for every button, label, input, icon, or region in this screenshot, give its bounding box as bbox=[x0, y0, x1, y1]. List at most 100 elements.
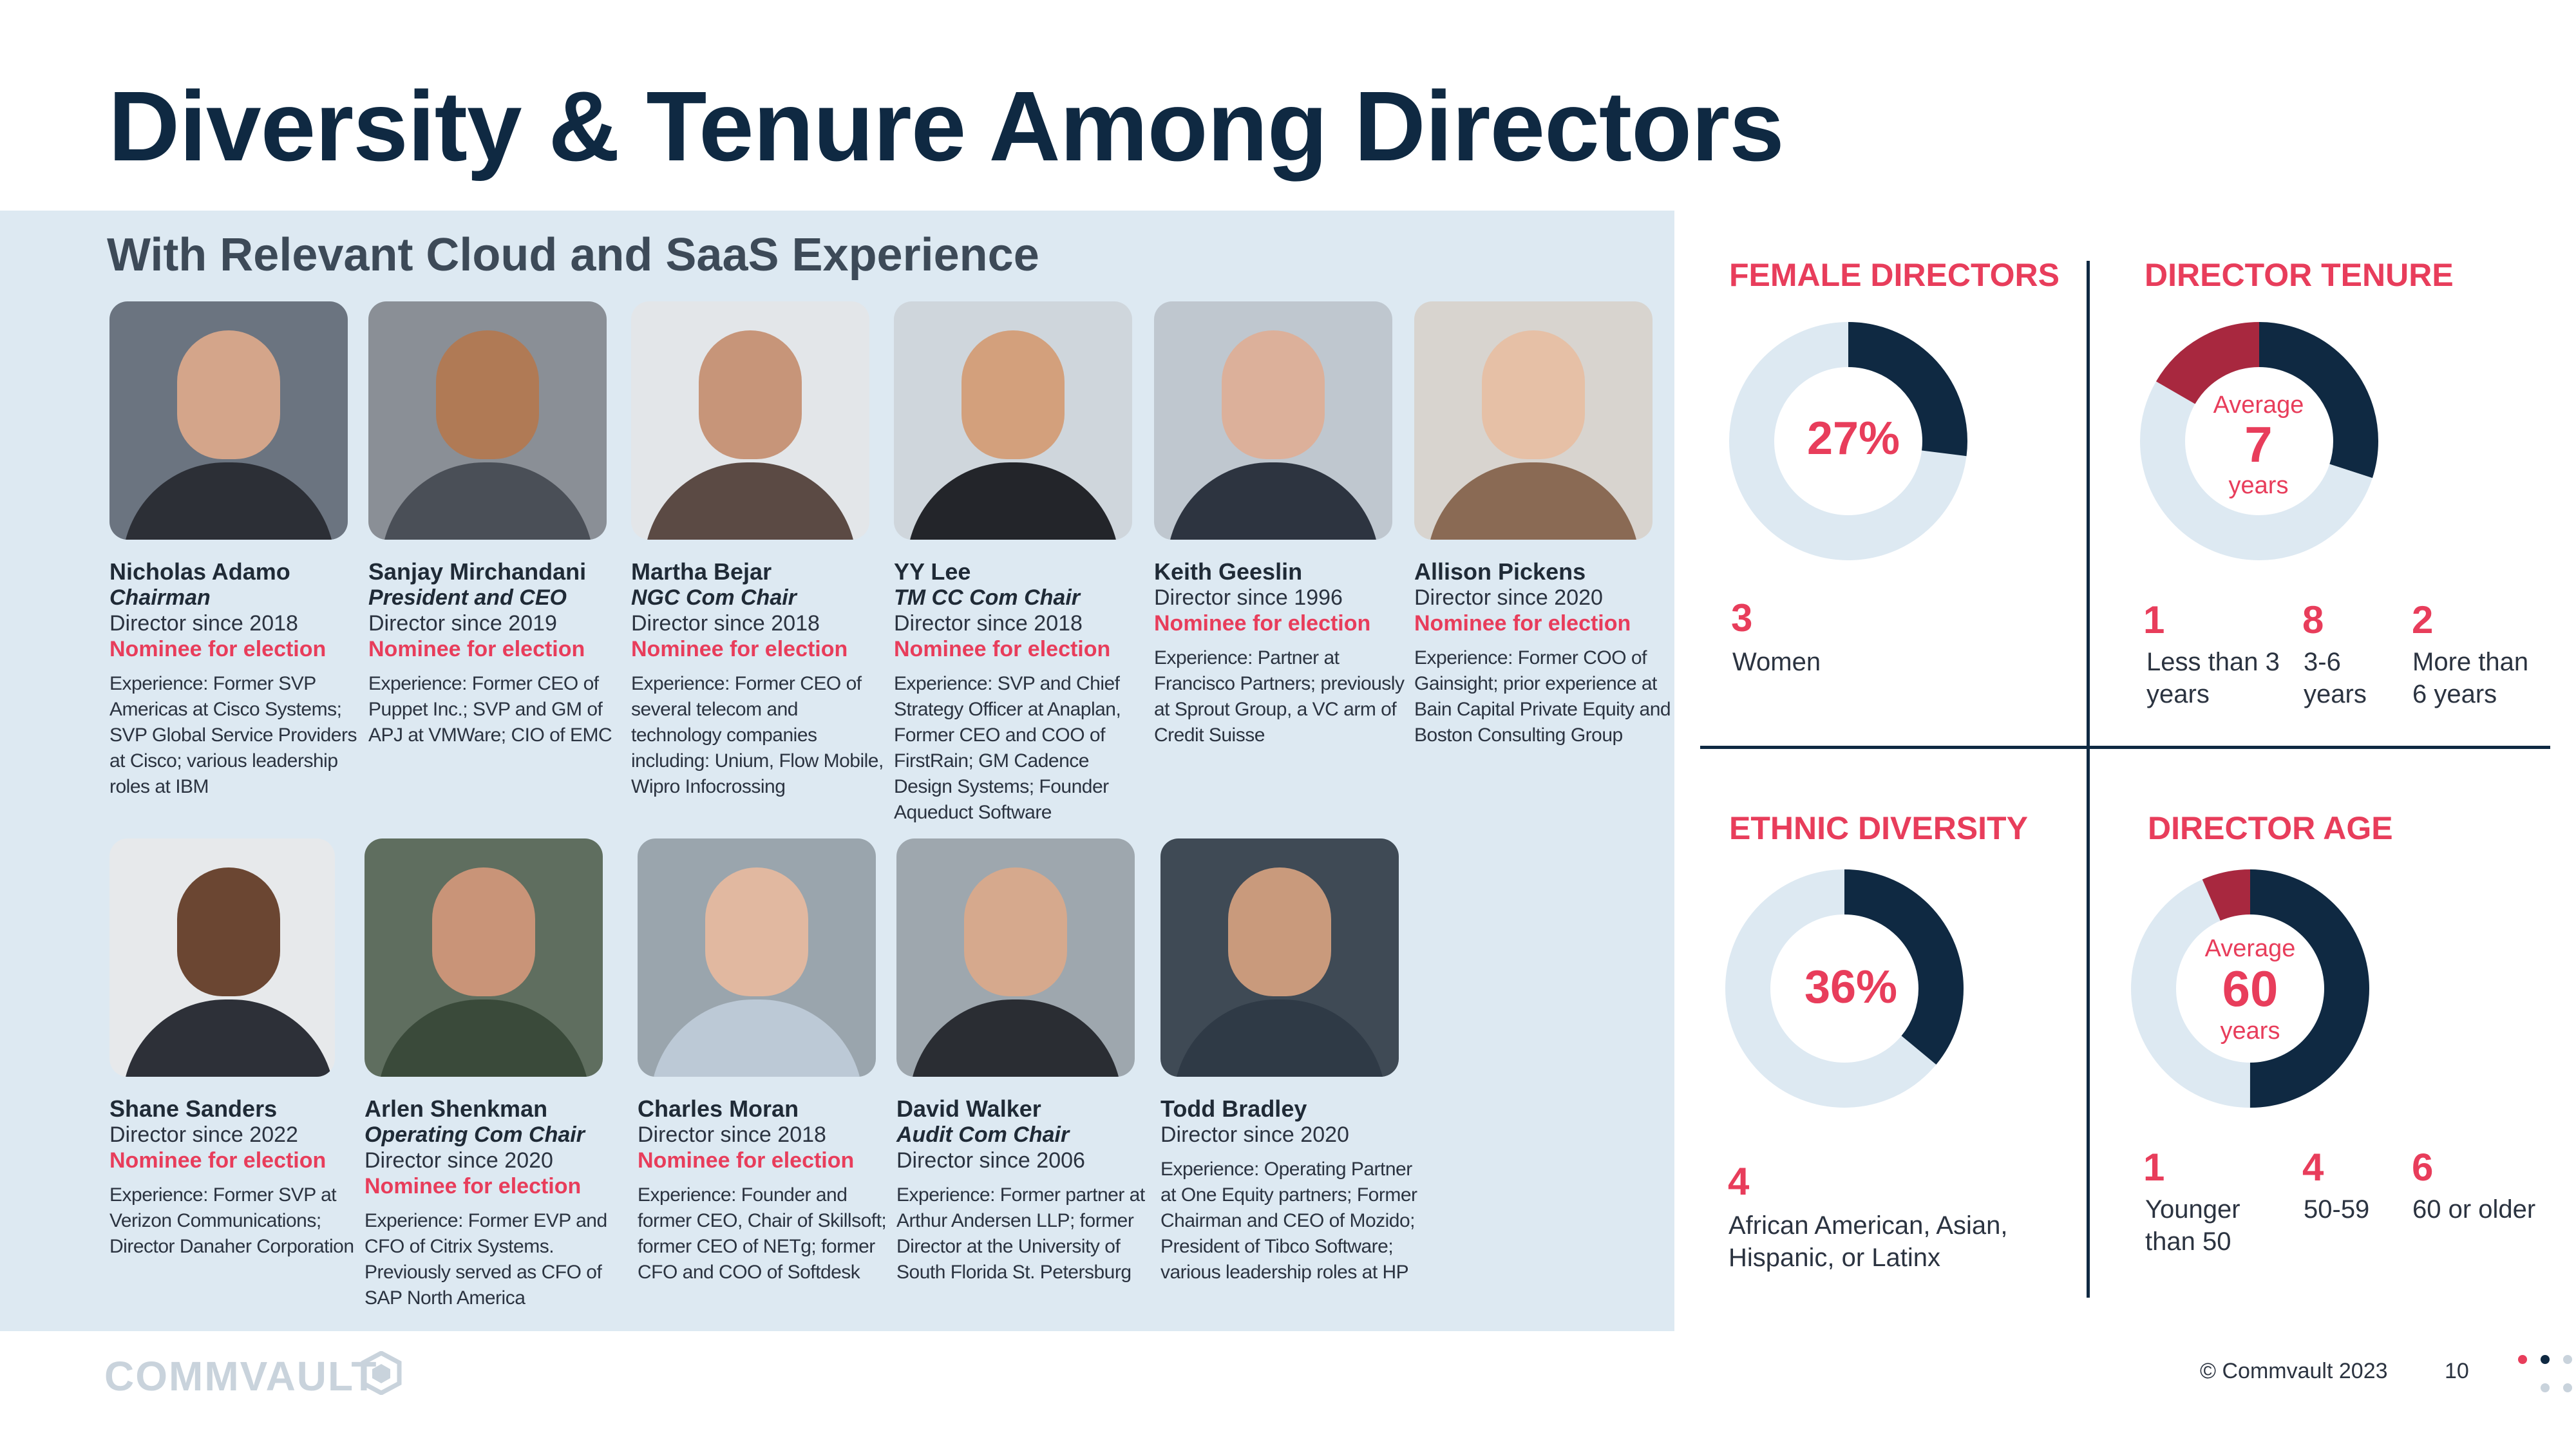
decorative-dot bbox=[2563, 1383, 2572, 1392]
director-card: Todd Bradley Director since 2020 Experie… bbox=[1160, 838, 1418, 1285]
director-name: Arlen Shenkman bbox=[365, 1095, 548, 1122]
nominee-label: Nominee for election bbox=[109, 1148, 327, 1173]
director-experience: Experience: Former CEO of Puppet Inc.; S… bbox=[368, 673, 612, 746]
director-experience: Experience: Former EVP and CFO of Citrix… bbox=[365, 1210, 607, 1309]
director-photo bbox=[1154, 301, 1392, 540]
nominee-label: Nominee for election bbox=[1414, 611, 1631, 636]
director-experience: Experience: Former partner at Arthur And… bbox=[896, 1184, 1145, 1283]
ethnic-diversity-heading: ETHNIC DIVERSITY bbox=[1729, 810, 2028, 846]
nominee-label: Nominee for election bbox=[109, 637, 327, 661]
tenure-segment-2 bbox=[2140, 322, 2378, 560]
tenure-average-value: 7 bbox=[2244, 416, 2273, 473]
director-photo bbox=[109, 301, 348, 540]
director-since: Director since 2020 bbox=[1160, 1122, 1349, 1147]
director-photo bbox=[896, 838, 1135, 1077]
director-photo bbox=[631, 301, 869, 540]
director-since: Director since 2019 bbox=[368, 611, 557, 636]
director-name: YY Lee bbox=[894, 558, 971, 585]
tenure-segment-3 bbox=[2140, 322, 2378, 560]
tenure-average-label: Average bbox=[2213, 392, 2304, 419]
tenure-bucket-2-count: 8 bbox=[2302, 598, 2324, 641]
director-experience: Experience: Former SVP Americas at Cisco… bbox=[109, 673, 357, 797]
commvault-logo: COMMVAULT bbox=[104, 1353, 378, 1399]
director-name: David Walker bbox=[896, 1095, 1041, 1122]
decorative-dot bbox=[2541, 1383, 2550, 1392]
tenure-bucket-3-count: 2 bbox=[2412, 598, 2434, 641]
ethnic-diversity-percent: 36% bbox=[1804, 961, 1898, 1013]
nominee-label: Nominee for election bbox=[1154, 611, 1371, 636]
director-photo bbox=[109, 838, 335, 1077]
director-name: Nicholas Adamo bbox=[109, 558, 290, 585]
director-experience: Experience: Founder and former CEO, Chai… bbox=[638, 1184, 887, 1283]
age-bucket-3-count: 6 bbox=[2412, 1146, 2434, 1189]
director-role: Operating Com Chair bbox=[365, 1122, 585, 1147]
director-age-heading: DIRECTOR AGE bbox=[2148, 810, 2393, 846]
director-role: President and CEO bbox=[368, 585, 567, 610]
tenure-bucket-1-label: Less than 3 years bbox=[2146, 648, 2280, 708]
copyright: © Commvault 2023 bbox=[2200, 1359, 2388, 1383]
director-card: Nicholas Adamo Chairman Director since 2… bbox=[109, 301, 367, 800]
nominee-label: Nominee for election bbox=[638, 1148, 855, 1173]
director-card: Keith Geeslin Director since 1996 Nomine… bbox=[1154, 301, 1412, 748]
director-since: Director since 2018 bbox=[638, 1122, 826, 1147]
age-average-value: 60 bbox=[2222, 960, 2278, 1017]
age-bucket-1-count: 1 bbox=[2143, 1146, 2165, 1189]
director-since: Director since 2022 bbox=[109, 1122, 298, 1147]
director-tenure-heading: DIRECTOR TENURE bbox=[2145, 257, 2454, 293]
director-name: Martha Bejar bbox=[631, 558, 772, 585]
age-bucket-2-label: 50-59 bbox=[2304, 1195, 2370, 1224]
ethnic-diversity-donut bbox=[1725, 869, 1964, 1108]
director-photo bbox=[368, 301, 607, 540]
ethnic-count-label: African American, Asian, Hispanic, or La… bbox=[1728, 1211, 2008, 1272]
ethnic-count: 4 bbox=[1728, 1160, 1750, 1203]
female-directors-donut bbox=[1729, 322, 1967, 560]
director-since: Director since 2020 bbox=[365, 1148, 553, 1173]
director-experience: Experience: Operating Partner at One Equ… bbox=[1160, 1159, 1417, 1283]
page-number: 10 bbox=[2445, 1359, 2469, 1383]
director-photo bbox=[894, 301, 1132, 540]
director-card: Allison Pickens Director since 2020 Nomi… bbox=[1414, 301, 1672, 748]
tenure-bucket-2-label: 3-6 years bbox=[2304, 648, 2367, 708]
director-card: YY Lee TM CC Com Chair Director since 20… bbox=[894, 301, 1151, 826]
page-title: Diversity & Tenure Among Directors bbox=[108, 71, 1785, 182]
female-directors-arc bbox=[1729, 322, 1967, 560]
director-tenure-donut bbox=[2140, 322, 2378, 560]
tenure-bucket-1-count: 1 bbox=[2143, 598, 2165, 641]
female-count-label: Women bbox=[1732, 648, 1821, 676]
director-card: Shane Sanders Director since 2022 Nomine… bbox=[109, 838, 367, 1260]
director-experience: Experience: Former COO of Gainsight; pri… bbox=[1414, 647, 1671, 746]
nominee-label: Nominee for election bbox=[368, 637, 585, 661]
director-name: Shane Sanders bbox=[109, 1095, 278, 1122]
director-role: TM CC Com Chair bbox=[894, 585, 1080, 610]
director-since: Director since 2018 bbox=[109, 611, 298, 636]
director-name: Todd Bradley bbox=[1160, 1095, 1307, 1122]
director-name: Keith Geeslin bbox=[1154, 558, 1303, 585]
vertical-divider bbox=[2087, 261, 2090, 1298]
director-role: Chairman bbox=[109, 585, 211, 610]
director-photo bbox=[1414, 301, 1653, 540]
director-since: Director since 2020 bbox=[1414, 585, 1603, 610]
age-average-label: Average bbox=[2204, 935, 2296, 962]
tenure-bucket-3-label: More than 6 years bbox=[2412, 648, 2529, 708]
director-card: David Walker Audit Com Chair Director si… bbox=[896, 838, 1154, 1285]
director-name: Allison Pickens bbox=[1414, 558, 1586, 585]
director-role: NGC Com Chair bbox=[631, 585, 797, 610]
director-experience: Experience: Partner at Francisco Partner… bbox=[1154, 647, 1405, 746]
director-experience: Experience: SVP and Chief Strategy Offic… bbox=[894, 673, 1121, 823]
age-segment-2 bbox=[2131, 869, 2369, 1108]
nominee-label: Nominee for election bbox=[894, 637, 1111, 661]
nominee-label: Nominee for election bbox=[365, 1174, 582, 1198]
director-name: Charles Moran bbox=[638, 1095, 799, 1122]
female-directors-heading: FEMALE DIRECTORS bbox=[1729, 257, 2060, 293]
age-average-unit: years bbox=[2220, 1018, 2280, 1045]
director-card: Arlen Shenkman Operating Com Chair Direc… bbox=[365, 838, 622, 1311]
commvault-logo-icon bbox=[361, 1351, 402, 1395]
director-card: Sanjay Mirchandani President and CEO Dir… bbox=[368, 301, 626, 748]
age-bucket-2-count: 4 bbox=[2302, 1146, 2324, 1189]
age-segment-3 bbox=[2131, 869, 2369, 1108]
director-age-donut bbox=[2131, 869, 2369, 1108]
director-since: Director since 2018 bbox=[894, 611, 1083, 636]
ethnic-diversity-arc bbox=[1725, 869, 1964, 1108]
director-card: Charles Moran Director since 2018 Nomine… bbox=[638, 838, 895, 1285]
director-experience: Experience: Former CEO of several teleco… bbox=[631, 673, 884, 797]
